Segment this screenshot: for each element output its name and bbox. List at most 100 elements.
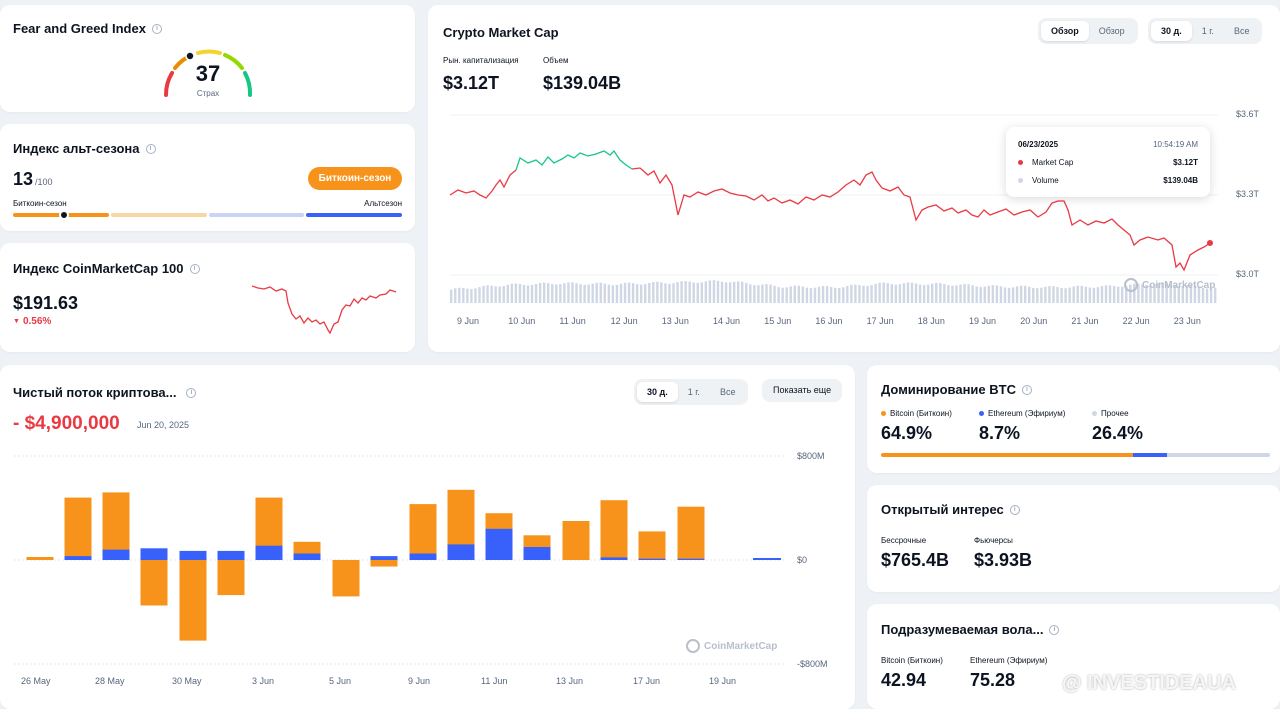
flow-bar-total[interactable]: [562, 521, 590, 560]
volume-bar: [866, 285, 869, 303]
info-icon[interactable]: i: [1009, 504, 1020, 515]
volume-bar: [1076, 285, 1079, 303]
volume-bar: [926, 284, 930, 303]
volume-bar: [458, 287, 461, 303]
volume-bar: [518, 284, 522, 303]
overlay-watermark-text: @ INVESTIDEAUA: [1062, 672, 1236, 694]
orange-dot-icon: [881, 411, 886, 416]
open-interest-card: Открытый интерес i Бессрочные $765.4B Фь…: [867, 485, 1280, 592]
flow-bar-eth[interactable]: [140, 548, 168, 560]
flow-bar-eth[interactable]: [255, 545, 283, 560]
flow-bar-eth[interactable]: [523, 547, 551, 560]
tab-30d[interactable]: 30 д.: [1151, 21, 1192, 41]
volume-bar: [526, 285, 530, 303]
tooltip-vol-value: $139.04B: [1163, 176, 1198, 185]
volume-bar: [935, 282, 938, 303]
volume-bar: [1092, 287, 1096, 303]
flow-bar-eth[interactable]: [217, 550, 245, 560]
tab-1y[interactable]: 1 г.: [687, 387, 700, 397]
volume-bar: [902, 283, 906, 303]
flow-bar-total[interactable]: [332, 560, 360, 597]
volume-bar: [1157, 282, 1160, 303]
volume-bar: [680, 281, 683, 303]
flow-bar-eth[interactable]: [600, 557, 628, 560]
volume-bar: [1165, 282, 1168, 303]
flow-bar-total[interactable]: [140, 560, 168, 606]
volume-bar: [506, 284, 509, 303]
flow-bar-eth[interactable]: [64, 556, 92, 560]
volume-bar: [898, 284, 902, 303]
y-tick: $3.3T: [1236, 189, 1260, 199]
flow-bar-total[interactable]: [409, 504, 437, 560]
volume-bar: [656, 281, 659, 303]
volume-bar: [510, 283, 514, 303]
dominance-label: Прочее: [1101, 409, 1129, 418]
flow-bar-total[interactable]: [600, 500, 628, 560]
show-more-button[interactable]: Показать еще: [762, 379, 843, 402]
flow-bar-eth[interactable]: [447, 544, 475, 560]
tab-all[interactable]: Все: [1233, 26, 1250, 36]
flow-bar-eth[interactable]: [677, 558, 705, 560]
etf-range-toggle: 30 д. 1 г. Все: [634, 379, 749, 405]
tab-all[interactable]: Все: [719, 387, 736, 397]
volume-bar: [724, 282, 728, 303]
perp-value: $765.4B: [881, 550, 950, 570]
flow-bar-total[interactable]: [102, 492, 130, 560]
info-icon[interactable]: i: [145, 143, 156, 154]
volume-bar: [842, 287, 845, 303]
flow-bar-eth[interactable]: [102, 549, 130, 560]
volume-bar: [615, 284, 619, 303]
volume-bar: [486, 285, 489, 303]
volume-bar: [1189, 284, 1193, 303]
volume-bar: [834, 287, 837, 303]
volume-bar: [490, 285, 493, 303]
volume-bar: [1125, 285, 1128, 303]
flow-bar-eth[interactable]: [370, 556, 398, 560]
market-cap-chart: [449, 114, 1218, 303]
volume-bar: [530, 285, 534, 303]
volume-bar: [648, 283, 651, 303]
tab-1y[interactable]: 1 г.: [1201, 26, 1214, 36]
volume-bar: [825, 286, 829, 303]
volume-bar: [1137, 283, 1140, 303]
info-icon[interactable]: i: [151, 23, 162, 34]
flow-bar-total[interactable]: [26, 557, 54, 560]
info-icon[interactable]: i: [189, 263, 200, 274]
flow-bar-total[interactable]: [179, 560, 207, 641]
volume-bar: [959, 284, 962, 303]
flow-bar-eth[interactable]: [293, 553, 321, 561]
volume-bar: [1104, 285, 1108, 303]
flow-bar-total[interactable]: [638, 531, 666, 560]
flow-bar-total[interactable]: [217, 560, 245, 596]
x-tick: 26 May: [21, 676, 51, 686]
volume-bar: [749, 284, 752, 303]
volume-bar: [1153, 284, 1156, 303]
market-cap-line-red-1: [449, 169, 517, 199]
x-tick: 11 Jun: [559, 316, 586, 326]
volume-bar: [623, 282, 627, 303]
x-tick: 3 Jun: [252, 676, 275, 686]
flow-bar-total[interactable]: [677, 506, 705, 560]
bar-segment: [208, 213, 305, 217]
info-icon[interactable]: i: [1021, 384, 1032, 395]
alt-season-title: Индекс альт-сезона: [13, 141, 140, 156]
flow-bar-total[interactable]: [753, 558, 781, 560]
bar-segment: [110, 213, 207, 217]
y-tick: -$800M: [797, 659, 828, 669]
tab-30d[interactable]: 30 д.: [637, 382, 678, 402]
flow-bar-total[interactable]: [64, 497, 92, 560]
flow-bar-total[interactable]: [370, 560, 398, 567]
x-tick: 19 Jun: [709, 676, 737, 686]
alt-season-marker: [58, 210, 69, 220]
volume-bar: [1088, 287, 1092, 303]
volume-bar: [809, 288, 813, 303]
flow-bar-eth[interactable]: [638, 558, 666, 560]
info-icon[interactable]: i: [186, 387, 197, 398]
tab-overview[interactable]: Обзор: [1041, 21, 1089, 41]
tab-overview-alt[interactable]: Обзор: [1098, 26, 1125, 36]
flow-bar-eth[interactable]: [409, 553, 437, 561]
flow-bar-eth[interactable]: [485, 528, 513, 560]
info-icon[interactable]: i: [1049, 624, 1060, 635]
volume-bar: [571, 282, 574, 303]
flow-bar-eth[interactable]: [179, 550, 207, 560]
